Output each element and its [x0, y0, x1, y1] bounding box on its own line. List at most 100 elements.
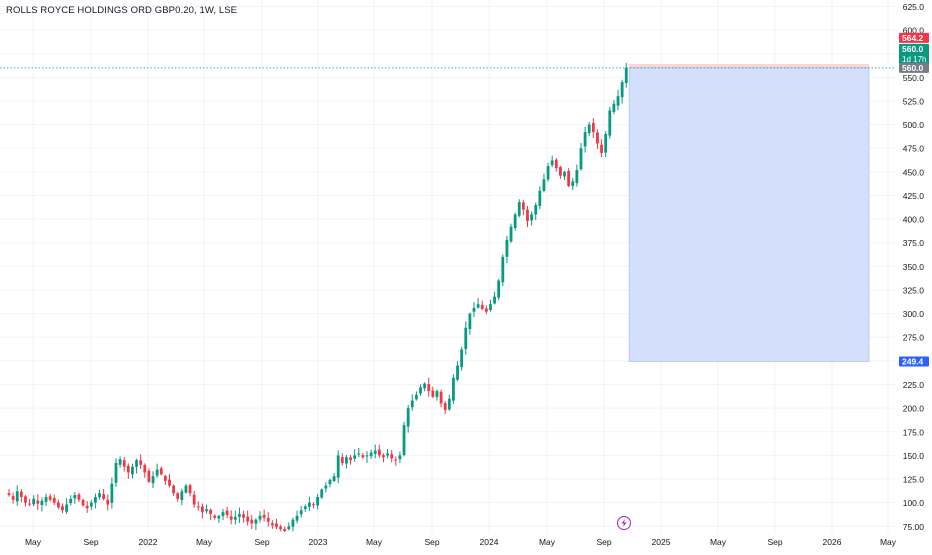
candle-body — [168, 479, 171, 486]
candle-body — [591, 123, 595, 133]
y-tick-label: 350.0 — [903, 262, 925, 272]
candle-body — [242, 514, 245, 518]
candle-body — [369, 452, 373, 457]
candle-body — [122, 460, 126, 467]
candle-body — [110, 483, 114, 503]
candle-body — [435, 391, 439, 397]
candle-body — [196, 506, 200, 508]
candle-body — [526, 209, 529, 221]
candle-body — [201, 506, 204, 513]
candle-body — [102, 494, 106, 499]
candle-body — [559, 167, 562, 176]
x-tick-label: Sep — [596, 537, 611, 547]
candle-body — [209, 509, 213, 514]
candle-body — [254, 519, 258, 524]
candle-body — [431, 390, 435, 397]
candle-body — [77, 494, 81, 500]
candle-body — [312, 504, 315, 506]
candle-body — [324, 485, 328, 489]
candle-body — [612, 103, 616, 112]
y-tick-label: 625.0 — [903, 2, 925, 12]
x-tick-label: May — [25, 537, 42, 547]
candle-body — [151, 476, 155, 484]
candle-body — [147, 470, 151, 482]
candle-body — [262, 514, 266, 518]
y-tick-label: 600.0 — [903, 26, 925, 36]
candle-body — [353, 455, 357, 459]
x-tick-label: May — [366, 537, 383, 547]
candle-body — [373, 450, 377, 454]
candle-body — [517, 202, 521, 216]
candle-body — [73, 495, 77, 499]
candle-body — [587, 124, 591, 134]
candle-body — [357, 453, 361, 455]
candle-body — [225, 510, 229, 515]
candle-body — [497, 280, 501, 298]
candle-body — [320, 489, 324, 498]
candle-body — [184, 485, 188, 493]
candle-body — [509, 226, 513, 242]
y-tick-label: 425.0 — [903, 191, 925, 201]
y-tick-label: 500.0 — [903, 120, 925, 130]
x-tick-label: 2024 — [480, 537, 499, 547]
candle-body — [143, 464, 147, 473]
candle-body — [176, 493, 180, 499]
candle-body — [238, 513, 241, 517]
candle-body — [600, 144, 603, 153]
candle-body — [382, 455, 385, 458]
candle-body — [340, 457, 344, 463]
x-tick-label: May — [196, 537, 213, 547]
candle-body — [98, 493, 101, 498]
candle-body — [423, 383, 427, 389]
y-tick-label: 175.0 — [903, 427, 925, 437]
candle-body — [303, 506, 307, 509]
candle-body — [534, 204, 538, 215]
candle-body — [521, 202, 525, 210]
candle-body — [172, 485, 175, 494]
candle-body — [270, 523, 274, 526]
y-tick-label: 225.0 — [903, 380, 925, 390]
candle-body — [192, 494, 196, 505]
candle-body — [19, 491, 23, 497]
candle-body — [332, 476, 336, 482]
candle-body — [447, 398, 451, 410]
zone-top-band — [629, 63, 869, 68]
candle-body — [295, 515, 299, 521]
candle-body — [85, 505, 89, 509]
candle-body — [250, 519, 254, 524]
candle-body — [530, 214, 534, 221]
x-tick-label: May — [539, 537, 556, 547]
y-tick-label: 475.0 — [903, 144, 925, 154]
candle-body — [118, 459, 122, 465]
candle-body — [365, 455, 369, 457]
candle-body — [583, 132, 587, 147]
y-tick-label: 550.0 — [903, 73, 925, 83]
candle-body — [246, 516, 250, 522]
price-badge — [899, 356, 929, 367]
candle-body — [468, 313, 472, 330]
candle-body — [419, 387, 422, 394]
price-badge-label: 249.4 — [902, 356, 924, 366]
candle-body — [328, 479, 332, 485]
candle-body — [81, 499, 85, 506]
y-tick-label: 450.0 — [903, 167, 925, 177]
candle-body — [24, 496, 27, 503]
candle-body — [69, 498, 73, 504]
candle-body — [258, 515, 262, 520]
candle-body — [56, 502, 60, 508]
x-tick-label: Sep — [254, 537, 269, 547]
candle-body — [48, 496, 52, 500]
candle-body — [501, 256, 505, 283]
candle-body — [345, 457, 348, 464]
y-tick-label: 275.0 — [903, 333, 925, 343]
candle-body — [188, 485, 192, 494]
candle-body — [493, 296, 496, 304]
candle-body — [307, 502, 311, 507]
candle-body — [316, 496, 320, 506]
candle-body — [390, 454, 394, 459]
candle-body — [439, 391, 443, 404]
price-badge — [899, 43, 929, 64]
y-tick-label: 400.0 — [903, 215, 925, 225]
